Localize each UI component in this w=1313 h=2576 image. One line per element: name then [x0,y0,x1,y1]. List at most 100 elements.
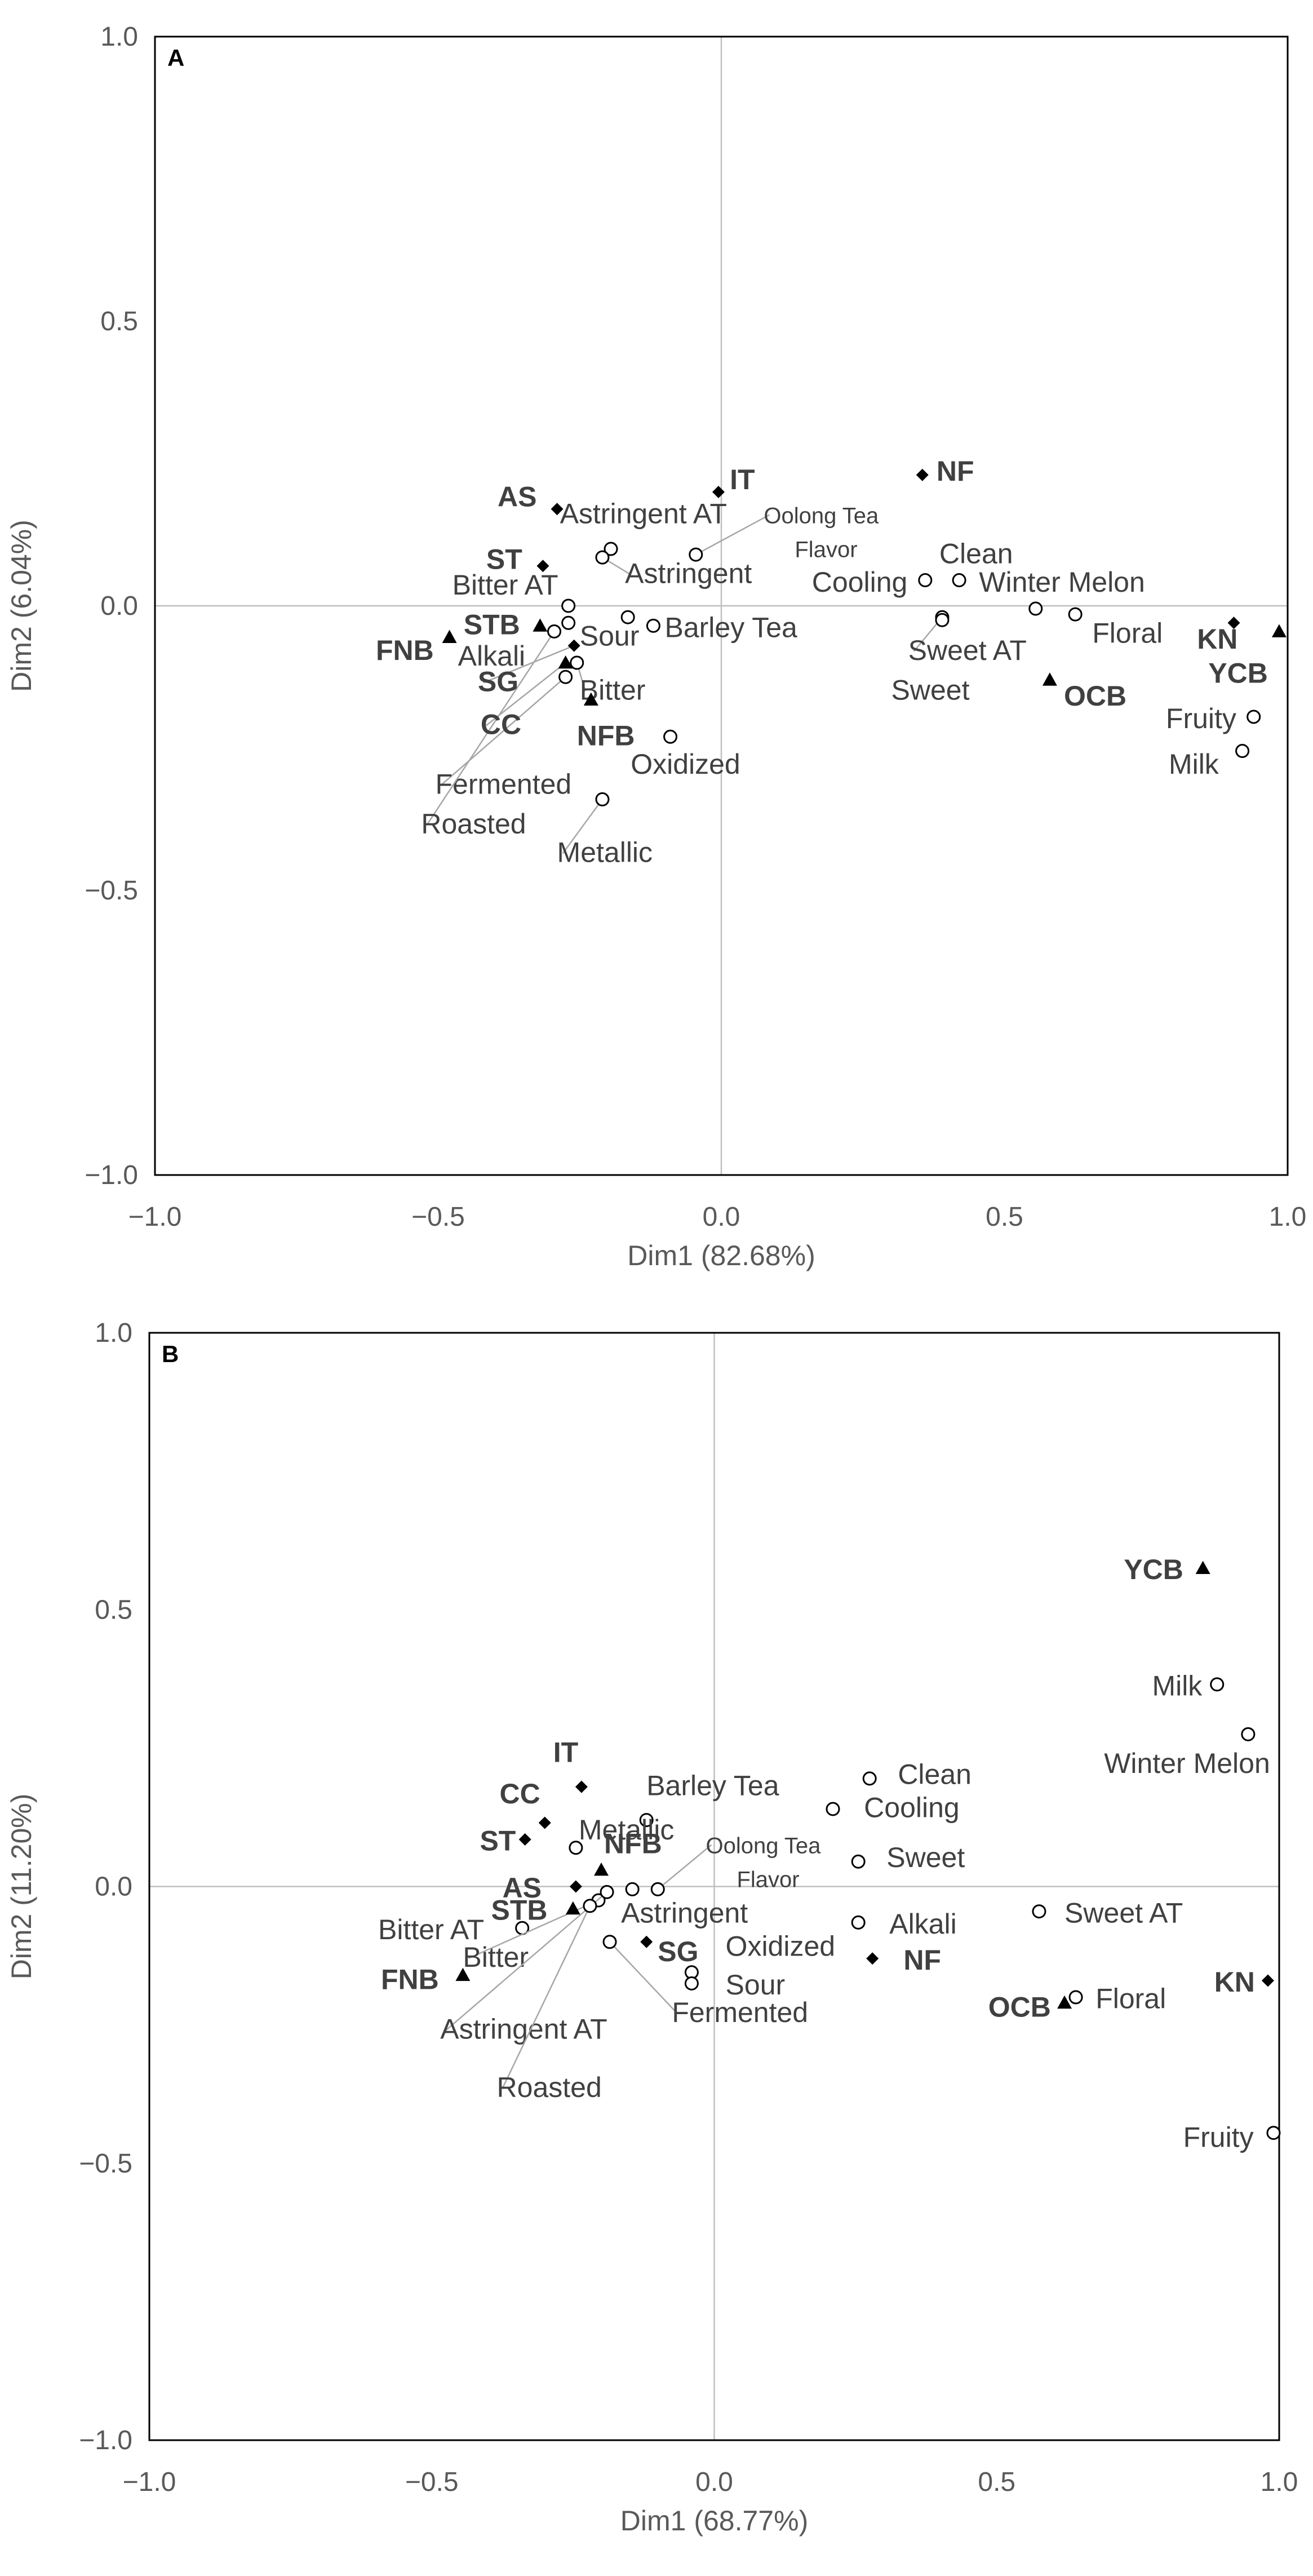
label-stb: STB [491,1894,548,1926]
x-axis-title: Dim1 (68.77%) [620,2505,808,2537]
label-oxidized: Oxidized [631,748,740,780]
point-sweet [935,613,950,627]
point-alkali [561,615,576,630]
point-ycb [1271,624,1287,637]
point-nf [866,1952,879,1965]
point-as [569,1880,582,1893]
point-roasted [547,624,562,639]
x-tick-label: 0.0 [695,2467,733,2497]
leader-line-roasted [426,631,555,826]
plot-frame [154,36,1289,1176]
label-fnb: FNB [381,1963,439,1995]
label-oxidized: Oxidized [726,1930,836,1962]
point-ycb [1195,1560,1210,1574]
x-tick-label: 0.5 [978,2467,1015,2497]
x-tick-label: −1.0 [128,1202,182,1232]
label-floral: Floral [1092,618,1163,649]
label-clean: Clean [939,538,1013,569]
label-kn: KN [1214,1966,1255,1998]
x-tick-label: −0.5 [411,1202,465,1232]
y-axis-title: Dim2 (11.20%) [6,1794,37,1980]
point-fermented [602,1935,617,1949]
point-alkali [851,1915,866,1930]
y-tick-label: 0.0 [100,591,138,621]
point-sour [620,610,635,624]
label-sweet-at: Sweet AT [908,635,1027,666]
label-bitter: Bitter [463,1941,529,1973]
point-oolong-tea-flavor [650,1882,665,1896]
point-sour [684,1976,699,1990]
point-clean [862,1771,877,1786]
point-cooling [918,573,933,588]
y-tick-label: 0.0 [95,1872,132,1902]
label-bitter-at: Bitter AT [453,569,558,601]
label-winter-melon: Winter Melon [1104,1748,1270,1779]
y-tick-label: −1.0 [79,2426,132,2455]
x-axis-title: Dim1 (82.68%) [627,1240,815,1271]
point-fnb [442,629,457,643]
label-fermented: Fermented [435,768,571,800]
point-astringent [595,550,610,565]
leader-line-roasted [502,1905,591,2089]
label-kn: KN [1197,623,1237,655]
y-tick-label: −0.5 [85,876,138,906]
label-cc: CC [481,708,521,740]
label-astringent: Astringent [621,1897,748,1928]
label-ocb: OCB [988,1991,1051,2023]
series-blends: STB FNB CC NFB OCB YCB [376,609,1287,751]
label-milk: Milk [1152,1670,1203,1702]
label-cooling: Cooling [812,566,908,598]
leader-line-oolong-tea-flavor [657,1844,712,1890]
label-roasted: Roasted [497,2072,602,2103]
y-tick-label: −0.5 [79,2149,132,2179]
point-kn [1227,617,1240,629]
point-fermented [558,670,573,684]
label-nf: NF [903,1944,941,1976]
panel-letter: B [162,1341,179,1367]
label-sg: SG [658,1936,698,1967]
label-st: ST [480,1825,516,1857]
label-ycb: YCB [1124,1554,1183,1585]
point-as [551,503,564,516]
y-tick-label: 1.0 [95,1318,132,1348]
point-nfb [583,692,598,706]
point-fnb [455,1967,471,1981]
point-winter-melon [1241,1727,1256,1741]
label-it: IT [730,464,755,495]
label-st: ST [486,543,522,575]
label-oolong-tea-flavor: Oolong Tea Flavor [764,504,879,562]
point-sweet [851,1854,866,1869]
y-tick-label: 1.0 [100,22,138,52]
point-floral [1068,1990,1083,2005]
x-tick-label: −1.0 [123,2467,176,2497]
chart-panel-b: B −1.0 −0.5 0.0 0.5 1.0 1.0 0.5 0.0 −0.5 −1.0 Dim1 … [6,1318,1298,2537]
label-clean: Clean [898,1759,972,1790]
x-tick-label: 1.0 [1269,1202,1307,1232]
point-it [712,486,725,498]
label-roasted: Roasted [421,808,526,840]
label-oolong-tea-flavor: Oolong Tea Flavor [706,1834,821,1892]
point-barley-tea [646,618,660,633]
point-st [518,1833,531,1846]
point-fruity [1266,2126,1281,2140]
label-astringent: Astringent [625,558,752,589]
x-tick-label: 0.0 [703,1202,740,1232]
point-sg [640,1935,653,1948]
point-roasted [583,1899,597,1913]
label-sg: SG [478,666,518,698]
label-sweet: Sweet [891,675,970,706]
leader-line-cc [486,662,566,726]
y-tick-label: −1.0 [85,1160,138,1190]
label-nf: NF [937,455,974,487]
label-sweet-at: Sweet AT [1064,1897,1183,1928]
leader-line-sg [483,645,575,684]
point-it [575,1780,588,1793]
point-astringent-at [600,1885,614,1899]
x-tick-label: −0.5 [405,2467,459,2497]
point-floral [1068,607,1083,622]
point-metallic [569,1841,583,1855]
label-fruity: Fruity [1183,2121,1254,2153]
label-astringent-at: Astringent AT [440,2014,607,2045]
series-products: IT CC ST AS SG NF KN [480,1736,1274,1998]
